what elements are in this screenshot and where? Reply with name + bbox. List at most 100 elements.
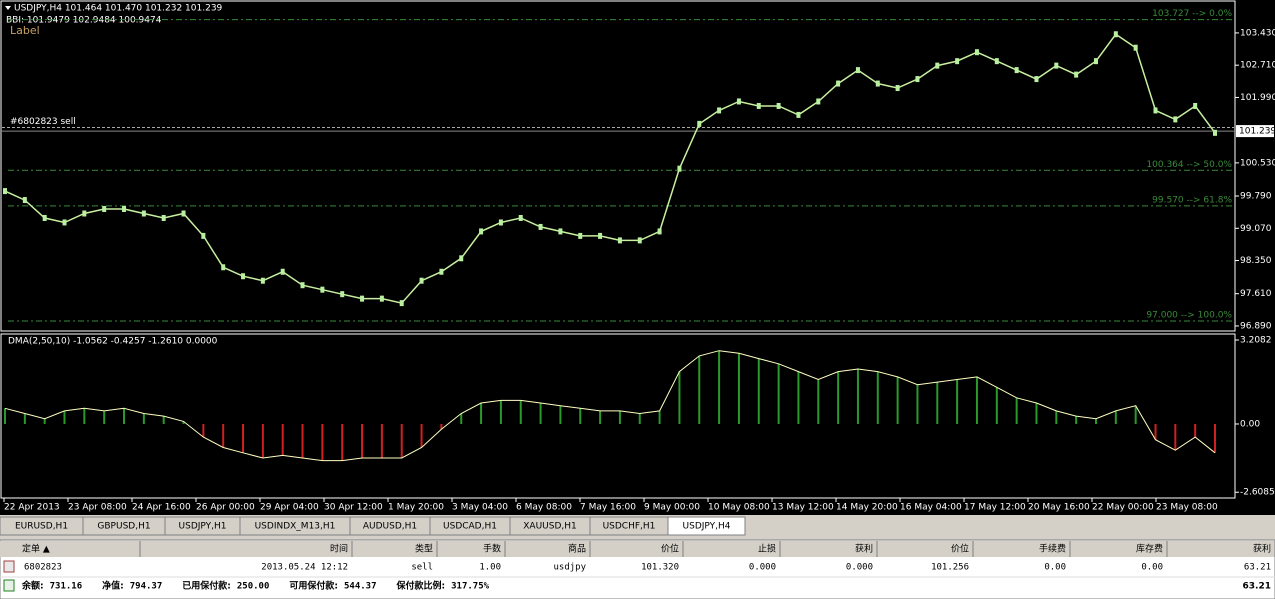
col-header[interactable]: 定单 ▲ [22,543,50,555]
tab-label[interactable]: AUDUSD,H1 [363,522,417,532]
col-header[interactable]: 时间 [330,543,348,555]
cell: 101.256 [931,563,969,573]
col-header[interactable]: 获利 [855,543,873,555]
tab-label[interactable]: EURUSD,H1 [15,522,68,532]
y-tick-label: 0.00 [1240,419,1260,429]
x-tick-label: 29 Apr 04:00 [260,503,319,513]
summary-label: 已用保付款: [182,580,231,592]
cell: usdjpy [553,563,586,573]
tab-label[interactable]: USDJPY,H1 [179,522,227,532]
candle [102,206,107,213]
candle [3,188,7,195]
y-tick-label: 102.710 [1240,61,1275,71]
candle [1173,116,1178,123]
chart-bg [0,0,1275,515]
tab-label[interactable]: GBPUSD,H1 [97,522,150,532]
x-tick-label: 14 May 20:00 [836,503,898,513]
sub-frame [0,333,1236,499]
tab-label[interactable]: XAUUSD,H1 [523,522,577,532]
candle [241,273,246,280]
summary-value: 731.16 [50,582,83,592]
candle [82,210,87,217]
candle [974,49,979,56]
summary-label: 净值: [102,580,124,592]
symbol-line: USDJPY,H4 101.464 101.470 101.232 101.23… [14,4,223,14]
candle [42,214,47,221]
col-header[interactable]: 类型 [415,543,433,555]
x-tick-label: 9 May 00:00 [644,503,700,513]
candle [1034,76,1039,83]
candle [776,102,781,109]
label: Label [10,24,40,37]
candle [816,98,821,105]
candle [181,210,186,217]
close-line [4,33,1216,304]
candle [875,80,880,87]
summary-label: 可用保付款: [289,580,338,592]
cell: 1.00 [479,563,501,573]
candle [657,228,662,235]
cell: 6802823 [24,563,62,573]
summary-value: 794.37 [130,582,163,592]
y-tick-label: 100.530 [1240,158,1275,168]
summary-value: 317.75% [451,582,490,592]
candle [558,228,563,235]
candle [1093,58,1098,65]
candle [1113,31,1118,38]
fib-label: 97.000 --> 100.0% [1146,311,1232,321]
x-tick-label: 1 May 20:00 [388,503,444,513]
col-header[interactable]: 获利 [1253,543,1271,555]
summary-value: 250.00 [237,582,270,592]
candle [518,214,523,221]
y-tick-label: 101.990 [1240,93,1275,103]
x-tick-label: 10 May 08:00 [708,503,770,513]
candle [836,80,841,87]
candle [419,277,424,284]
candle [578,232,583,239]
col-header[interactable]: 价位 [951,543,969,555]
menu-arrow [5,6,11,10]
tab-label[interactable]: USDCHF,H1 [603,522,656,532]
candle [340,291,345,298]
cell: 2013.05.24 12:12 [261,563,348,573]
candle [1133,44,1138,51]
candle [1074,71,1079,78]
col-header[interactable]: 止损 [758,543,776,555]
candle [360,295,365,302]
cell: sell [411,563,433,573]
col-header[interactable]: 库存费 [1136,543,1163,555]
candle [479,228,484,235]
tab-label[interactable]: USDJPY,H4 [683,522,731,532]
x-tick-label: 23 Apr 08:00 [68,503,127,513]
candle [955,58,960,65]
summary-label: 余额: [21,580,44,592]
candle [756,102,761,109]
fib-label: 103.727 --> 0.0% [1152,9,1232,19]
tab[interactable] [667,516,746,536]
cell: 0.000 [846,563,873,573]
current-box [1236,125,1274,138]
y-tick-label: 3.2082 [1240,336,1272,346]
candle [855,67,860,74]
summary-icon [3,579,15,592]
tab-label[interactable]: USDCAD,H1 [443,522,497,532]
col-header[interactable]: 手数 [483,543,501,555]
col-header[interactable]: 价位 [661,543,679,555]
indicator-title: DMA(2,50,10) -1.0562 -0.4257 -1.2610 0.0… [8,337,218,347]
bbi-line: BBI: 101.9479 102.9484 100.9474 [6,16,162,26]
col-header[interactable]: 手续费 [1039,543,1066,555]
candle [320,286,325,293]
candle [895,85,900,92]
tab-label[interactable]: USDINDX_M13,H1 [255,522,336,532]
candle [915,76,920,83]
candle [379,295,384,302]
candle [617,237,622,244]
col-header[interactable]: 商品 [568,543,586,555]
candle [498,219,503,226]
candle [637,237,642,244]
candle [1153,107,1158,114]
cell: 63.21 [1244,563,1271,573]
candle [697,120,702,127]
